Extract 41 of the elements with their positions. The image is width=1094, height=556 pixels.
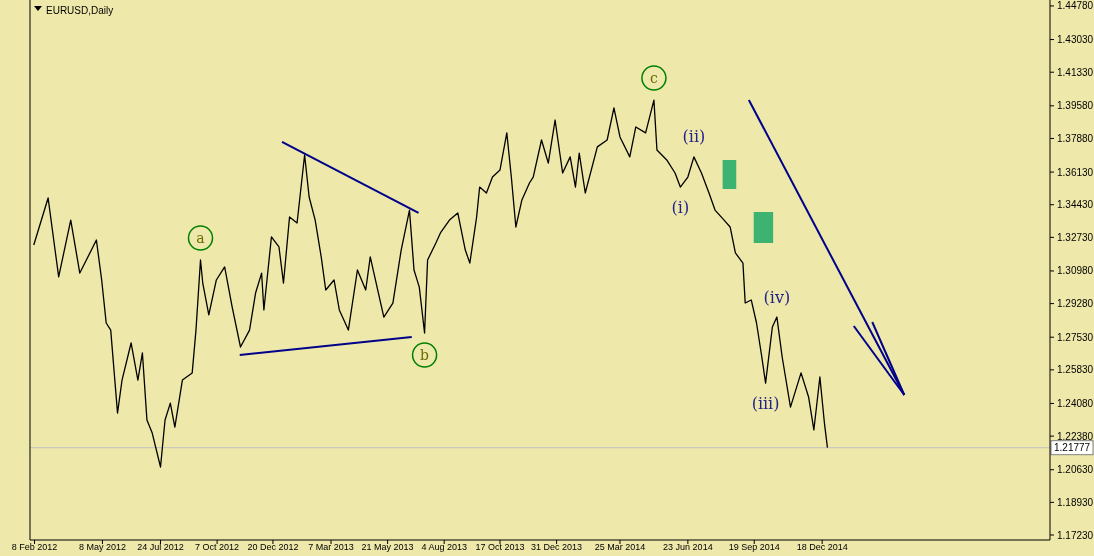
y-tick-label: 1.44780 xyxy=(1057,0,1094,12)
x-tick-label: 25 Mar 2014 xyxy=(594,542,646,552)
x-tick-label: 31 Dec 2013 xyxy=(531,542,583,552)
y-tick-label: 1.20630 xyxy=(1057,464,1094,476)
x-tick-label: 7 Oct 2012 xyxy=(195,542,240,552)
annotation: (i) xyxy=(671,197,690,217)
x-tick-label: 8 Feb 2012 xyxy=(11,542,58,552)
x-tick-label: 24 Jul 2012 xyxy=(137,542,184,552)
text: EURUSD,Daily xyxy=(46,4,114,16)
x-tick-label: 17 Oct 2013 xyxy=(475,542,525,552)
x-tick-label: 4 Aug 2013 xyxy=(421,542,467,552)
annotation: b xyxy=(420,346,430,363)
y-tick-label: 1.37880 xyxy=(1057,132,1094,144)
annotation: a xyxy=(196,230,205,247)
y-tick-label: 1.29280 xyxy=(1057,298,1094,310)
y-tick-label: 1.30980 xyxy=(1057,265,1094,277)
line-series xyxy=(33,99,829,468)
ref-line-label: 1.21777 xyxy=(1054,442,1091,454)
y-tick-label: 1.32730 xyxy=(1057,231,1094,243)
x-tick-label: 7 Mar 2013 xyxy=(308,542,354,552)
y-tick-label: 1.41330 xyxy=(1057,66,1094,78)
y-tick-label: 1.39580 xyxy=(1057,100,1094,112)
y-tick-label: 1.24080 xyxy=(1057,397,1094,409)
annotation: (iii) xyxy=(751,393,780,413)
y-tick-label: 1.43030 xyxy=(1057,34,1094,46)
annotation: (ii) xyxy=(682,127,706,147)
y-tick-label: 1.17230 xyxy=(1057,529,1094,541)
y-tick-label: 1.27530 xyxy=(1057,331,1094,343)
y-tick-label: 1.34430 xyxy=(1057,199,1094,211)
x-tick-label: 23 Jun 2014 xyxy=(663,542,713,552)
annotation: c xyxy=(650,70,658,87)
y-tick-label: 1.25830 xyxy=(1057,364,1094,376)
x-tick-label: 19 Sep 2014 xyxy=(728,542,780,552)
x-tick-label: 21 May 2013 xyxy=(361,542,414,552)
x-tick-label: 20 Dec 2012 xyxy=(247,542,299,552)
x-tick-label: 8 May 2012 xyxy=(78,542,126,552)
y-tick-label: 1.18930 xyxy=(1057,496,1094,508)
annotation: (iv) xyxy=(763,287,791,307)
x-tick-label: 18 Dec 2014 xyxy=(796,542,848,552)
y-tick-label: 1.22380 xyxy=(1057,430,1094,442)
y-tick-label: 1.36130 xyxy=(1057,166,1094,178)
